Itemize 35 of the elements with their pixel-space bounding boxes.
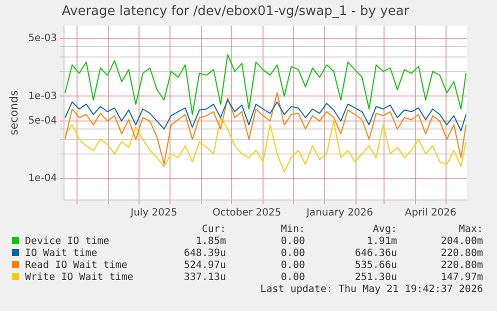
y-tick-label: 5e-03 — [28, 33, 58, 44]
text: 0.00 — [280, 260, 305, 272]
chart-title: Average latency for /dev/ebox01-vg/swap_1 - by year — [62, 4, 410, 20]
x-tick-label: January 2026 — [305, 208, 374, 219]
text: 648.39u — [182, 248, 226, 260]
y-tick-label: 5e-04 — [28, 116, 58, 127]
text: 251.30u — [354, 272, 397, 284]
x-tick-label: April 2026 — [404, 208, 456, 219]
x-tick-label: October 2025 — [212, 208, 282, 219]
text: Avg: — [372, 224, 397, 236]
text: 1.91m — [366, 236, 397, 248]
text: 220.80m — [440, 260, 483, 272]
text: Cur: — [200, 224, 226, 236]
legend-label: Write IO Wait time — [24, 272, 134, 284]
text: Min: — [280, 224, 305, 236]
text: 0.00 — [280, 236, 305, 248]
text: 0.00 — [280, 248, 305, 260]
legend-label: IO Wait time — [24, 248, 98, 260]
y-tick-label: 1e-03 — [28, 90, 58, 102]
text: 646.36u — [354, 248, 397, 260]
text: Last update: Thu May 21 19:42:37 2026 — [260, 284, 483, 295]
text: 524.97u — [182, 260, 226, 272]
y-axis-title: seconds — [7, 90, 20, 136]
text: 204.00m — [440, 236, 483, 248]
legend-label: Read IO Wait time — [24, 260, 128, 272]
text: 220.80m — [440, 248, 483, 260]
text: 535.66u — [354, 260, 397, 272]
text: 0.00 — [280, 272, 305, 284]
legend-label: Device IO time — [24, 236, 110, 248]
text: 147.97m — [440, 272, 483, 284]
text: 337.13u — [182, 272, 226, 284]
x-tick-label: July 2025 — [130, 208, 178, 219]
y-tick-label: 1e-04 — [28, 173, 58, 184]
text: 1.85m — [194, 236, 226, 248]
text: Max: — [458, 224, 483, 236]
